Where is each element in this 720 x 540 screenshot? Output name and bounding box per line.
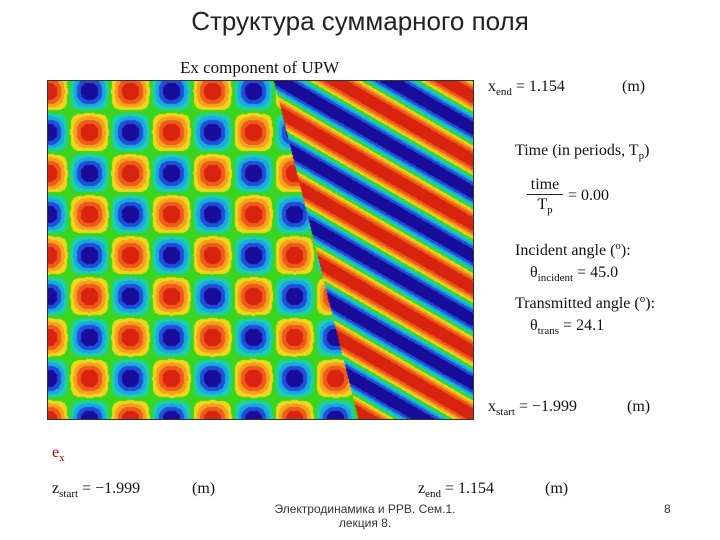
ex-subscript: x [59,452,65,464]
zstart-symbol: z [52,480,60,497]
xstart-label: xstart = −1.999 [488,398,577,418]
transmitted-sub: trans [537,325,560,337]
ex-symbol: e [52,444,60,461]
xend-value: 1.154 [528,78,565,95]
time-eq: = [568,187,578,204]
transmitted-eq: = [563,317,573,334]
zstart-unit: (m) [192,480,216,497]
transmitted-heading-text: Transmitted angle ( [515,295,640,312]
transmitted-symbol: θ [530,317,538,334]
zend-value: 1.154 [458,480,495,497]
footer-line-1: Электродинамика и РРВ. Сем.1. [274,502,456,516]
time-fraction: time Tp [527,176,563,220]
zend-symbol: z [418,480,426,497]
xend-eq: = [515,78,525,95]
transmitted-heading: Transmitted angle (o): [515,293,655,313]
ex-label: ex [52,444,65,464]
plot-title: Ex component of UPW [180,58,340,77]
zstart-subscript: start [59,488,79,500]
xstart-symbol: x [488,398,496,415]
page-number: 8 [664,502,671,516]
time-heading-text: Time (in periods, T [515,142,639,159]
time-value-row: = 0.00 [568,187,609,205]
incident-heading-close: ): [620,242,631,259]
transmitted-angle: θtrans = 24.1 [530,317,604,337]
transmitted-degree: o [639,293,646,305]
xend-unit: (m) [622,78,646,95]
incident-heading: Incident angle (o): [515,240,631,260]
incident-symbol: θ [530,264,538,281]
time-numerator: time [527,176,563,195]
footer-line-2: лекция 8. [338,516,392,530]
zend-unit: (m) [545,480,569,497]
xend-label: xend = 1.154 [488,78,565,98]
field-plot [47,80,474,420]
incident-heading-text: Incident angle ( [515,242,616,259]
incident-value: 45.0 [590,264,619,281]
xstart-subscript: start [496,406,515,418]
transmitted-value: 24.1 [576,317,605,334]
zstart-value: −1.999 [95,480,141,497]
zstart-label: zstart = −1.999 [52,480,140,500]
xstart-value: −1.999 [531,398,578,415]
zend-subscript: end [425,488,441,500]
xend-subscript: end [496,86,512,98]
xstart-unit: (m) [627,398,651,415]
time-heading: Time (in periods, Tp) [515,142,649,162]
footer-caption: Электродинамика и РРВ. Сем.1. лекция 8. [245,502,485,530]
field-heatmap [48,81,473,419]
zend-eq: = [445,480,455,497]
time-den-sub: p [547,204,553,216]
time-denominator: Tp [527,195,563,220]
incident-angle: θincident = 45.0 [530,264,618,284]
time-heading-close: ) [644,142,650,159]
xend-symbol: x [488,78,496,95]
incident-degree: o [615,240,621,252]
slide-title: Структура суммарного поля [191,6,529,36]
incident-eq: = [577,264,587,281]
time-heading-sub: p [638,150,645,162]
time-den-symbol: T [537,196,548,213]
xstart-eq: = [518,398,528,415]
incident-sub: incident [537,272,574,284]
zend-label: zend = 1.154 [418,480,494,500]
zstart-eq: = [82,480,92,497]
transmitted-heading-close: ): [645,295,656,312]
time-value: 0.00 [581,187,610,204]
